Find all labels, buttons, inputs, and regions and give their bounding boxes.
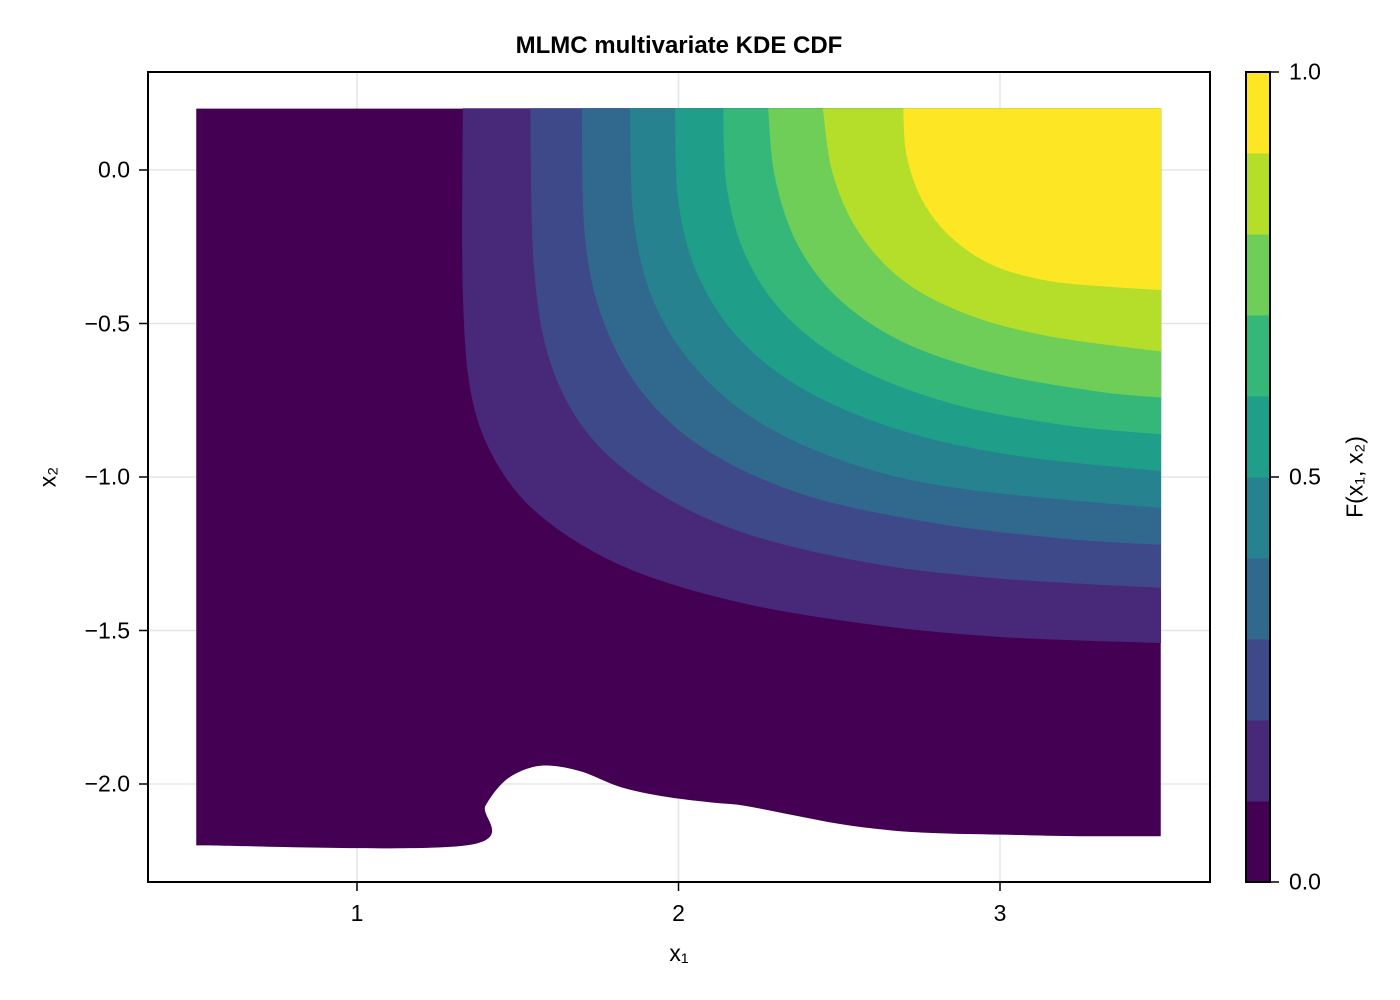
y-axis-label: x₂ bbox=[34, 466, 61, 488]
y-tick-label: −2.0 bbox=[84, 770, 130, 797]
y-tick-label: −1.5 bbox=[84, 617, 130, 643]
colorbar-segment bbox=[1246, 315, 1270, 397]
x-tick-label: 2 bbox=[672, 900, 685, 926]
x-tick-label: 1 bbox=[350, 900, 364, 926]
colorbar-segment bbox=[1246, 801, 1270, 883]
colorbar-tick-label: 0.5 bbox=[1289, 463, 1321, 490]
colorbar-segment bbox=[1246, 396, 1270, 478]
colorbar-segment bbox=[1246, 477, 1270, 559]
colorbar-segment bbox=[1246, 72, 1270, 154]
y-tick-label: 0.0 bbox=[98, 156, 130, 183]
x-tick-label: 3 bbox=[993, 900, 1007, 926]
colorbar-segment bbox=[1246, 639, 1270, 721]
colorbar-tick-label: 1.0 bbox=[1289, 58, 1321, 85]
colorbar-segment bbox=[1246, 558, 1270, 640]
x-axis-label: x₁ bbox=[669, 940, 689, 966]
colorbar-segment bbox=[1246, 234, 1270, 316]
colorbar bbox=[1245, 71, 1279, 883]
colorbar-label: F(x₁, x₂) bbox=[1341, 436, 1368, 518]
colorbar-segment bbox=[1246, 153, 1270, 235]
colorbar-tick-label: 0.0 bbox=[1289, 868, 1321, 895]
contour-band-9 bbox=[903, 108, 1162, 291]
contour-fill bbox=[196, 108, 1162, 849]
chart-title: MLMC multivariate KDE CDF bbox=[515, 32, 843, 59]
y-tick-label: −1.0 bbox=[84, 463, 130, 490]
y-tick-label: −0.5 bbox=[84, 310, 130, 336]
colorbar-segment bbox=[1246, 720, 1270, 802]
axis-ticks bbox=[139, 169, 1001, 891]
